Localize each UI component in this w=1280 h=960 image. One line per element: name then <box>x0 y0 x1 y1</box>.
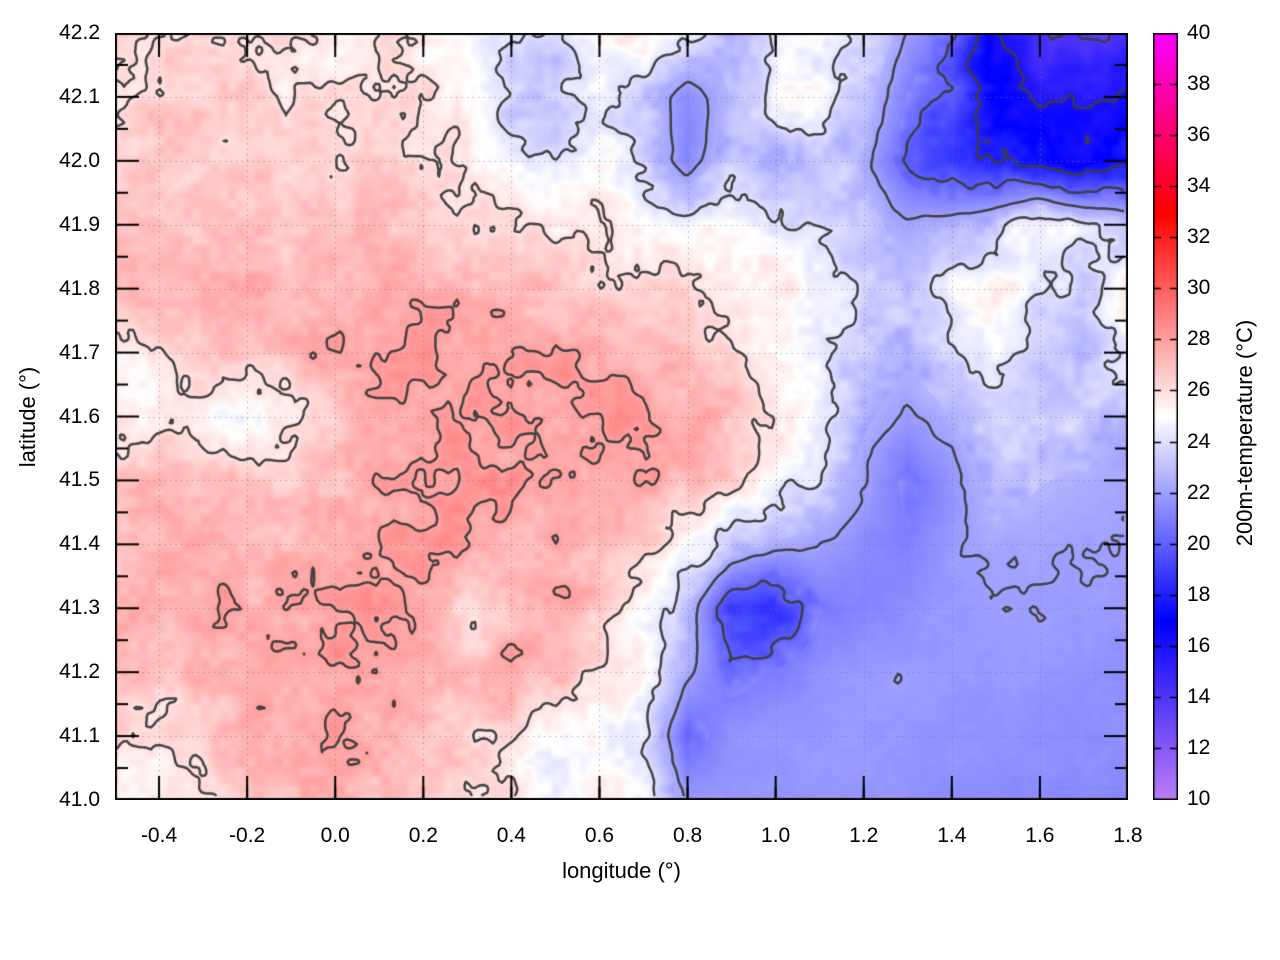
x-axis-label: longitude (°) <box>562 858 681 883</box>
x-tick-label: 0.6 <box>584 824 615 847</box>
y-tick-label: 41.8 <box>59 276 100 300</box>
x-tick-label: 1.8 <box>1113 824 1143 847</box>
y-tick-label: 41.0 <box>59 788 100 811</box>
x-tick-label: 0.8 <box>672 824 703 847</box>
colorbar <box>1153 33 1178 800</box>
colorbar-tick-label: 28 <box>1187 327 1211 351</box>
x-tick-label: -0.2 <box>229 824 266 847</box>
colorbar-tick-label: 18 <box>1187 582 1211 606</box>
y-tick-label: 41.1 <box>59 724 100 748</box>
y-tick-label: 41.6 <box>59 404 100 428</box>
colorbar-tick-label: 36 <box>1187 123 1211 147</box>
colorbar-tick-label: 34 <box>1187 174 1211 198</box>
x-tick-label: 1.0 <box>761 824 791 847</box>
x-tick-label: 0.4 <box>496 824 526 847</box>
x-tick-label: -0.4 <box>140 824 178 847</box>
colorbar-tick-label: 12 <box>1187 735 1211 759</box>
colorbar-tick-label: 32 <box>1187 225 1211 249</box>
y-tick-label: 42.0 <box>59 148 100 172</box>
colorbar-tick-label: 10 <box>1187 787 1211 810</box>
x-tick-label: 1.6 <box>1025 824 1055 847</box>
colorbar-tick-label: 20 <box>1187 531 1211 555</box>
colorbar-tick-label: 26 <box>1187 378 1211 402</box>
y-tick-label: 41.4 <box>59 532 100 556</box>
heatmap-plot-area <box>115 33 1128 800</box>
x-tick-label: 0.2 <box>408 824 438 847</box>
x-tick-label: 1.4 <box>937 824 967 847</box>
x-tick-label: 0.0 <box>320 824 350 847</box>
colorbar-tick-label: 30 <box>1187 276 1211 300</box>
colorbar-tick-label: 40 <box>1187 21 1211 44</box>
colorbar-tick-label: 38 <box>1187 72 1211 96</box>
colorbar-tick-label: 16 <box>1187 633 1211 657</box>
y-tick-label: 42.1 <box>59 84 100 108</box>
y-tick-label: 41.9 <box>59 212 100 236</box>
colorbar-tick-label: 24 <box>1187 429 1211 453</box>
y-tick-label: 41.7 <box>59 340 100 364</box>
y-tick-label: 41.5 <box>59 468 100 492</box>
colorbar-tick-label: 14 <box>1187 684 1211 708</box>
x-tick-label: 1.2 <box>849 824 879 847</box>
y-tick-label: 41.2 <box>59 660 100 684</box>
y-tick-label: 41.3 <box>59 596 100 620</box>
y-tick-label: 42.2 <box>59 21 100 44</box>
colorbar-tick-label: 22 <box>1187 480 1211 504</box>
